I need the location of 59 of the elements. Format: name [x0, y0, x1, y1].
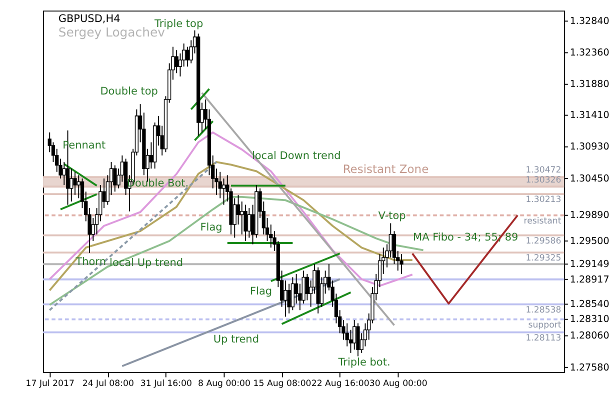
- annotation: Flag: [200, 222, 222, 234]
- annotation: Up trend: [213, 333, 259, 346]
- candlestick: [222, 178, 226, 206]
- chart-title: GBPUSD,H4: [58, 13, 121, 26]
- y-tick-label: 1.32360: [570, 48, 610, 59]
- y-tick-label: 1.29149: [570, 258, 610, 270]
- x-tick-label: 24 Jul 08:00: [82, 378, 134, 389]
- candlestick: [400, 254, 404, 274]
- ref-line-label: 1.30472: [526, 166, 562, 176]
- y-tick-label: 1.30450: [570, 173, 610, 184]
- y-tick-label: 1.28310: [570, 314, 610, 326]
- candlestick: [240, 201, 244, 235]
- y-tick-label: 1.29500: [570, 236, 610, 247]
- annotation: V-top: [378, 210, 406, 222]
- x-tick-label: 8 Aug 00:00: [198, 378, 250, 389]
- candlestick: [76, 174, 80, 199]
- y-tick-label: 1.30930: [570, 142, 610, 153]
- annotation: local Down trend: [252, 150, 341, 162]
- annotation: Flag: [250, 286, 272, 298]
- y-tick-label: 1.28540: [570, 299, 610, 310]
- x-tick-label: 17 Jul 2017: [26, 378, 74, 389]
- ref-line-label: resistant: [524, 216, 562, 226]
- y-tick-label: 1.32840: [570, 16, 610, 28]
- annotation: Triple top: [153, 18, 204, 30]
- candlestick: [352, 320, 356, 350]
- y-tick-label: 1.28917: [570, 274, 610, 286]
- x-tick-label: 15 Aug 08:00: [253, 378, 312, 389]
- candlestick: [186, 46, 190, 68]
- ref-line-label: 1.29586: [526, 236, 562, 246]
- annotation: Thorn: [74, 256, 106, 268]
- y-tick-label: 1.31880: [570, 79, 610, 90]
- y-tick-label: 1.29890: [570, 210, 610, 222]
- candlestick: [247, 208, 251, 238]
- candlestick: [113, 164, 117, 192]
- ref-line-label: 1.28113: [526, 333, 562, 344]
- candlestick: [290, 276, 294, 311]
- candlestick: [73, 171, 77, 196]
- y-tick-label: 1.31410: [570, 110, 610, 122]
- candlestick: [244, 204, 248, 242]
- candlestick: [174, 50, 178, 74]
- ref-line-label: 1.30326: [526, 175, 562, 186]
- band-label: Resistant Zone: [342, 162, 429, 176]
- x-tick-label: 30 Aug 00:00: [369, 378, 428, 389]
- annotation: Triple bot.: [337, 356, 390, 368]
- annotation: Double top: [100, 86, 158, 98]
- y-tick-label: 1.28060: [570, 330, 610, 342]
- candlestick: [284, 280, 288, 318]
- candlestick: [356, 322, 360, 357]
- ref-line-label: 1.30213: [526, 195, 562, 206]
- candlestick: [62, 162, 66, 186]
- ref-line-label: support: [528, 320, 562, 330]
- candlestick: [70, 168, 74, 202]
- x-tick-label: 22 Aug 16:00: [311, 378, 370, 389]
- ref-line-label: 1.29325: [526, 254, 562, 264]
- y-tick-label: 1.27580: [570, 362, 610, 374]
- x-tick-label: 31 Jul 16:00: [140, 378, 192, 389]
- ref-line-label: 1.28538: [526, 305, 562, 316]
- candlestick: [287, 283, 291, 314]
- annotation: local Up trend: [110, 256, 184, 269]
